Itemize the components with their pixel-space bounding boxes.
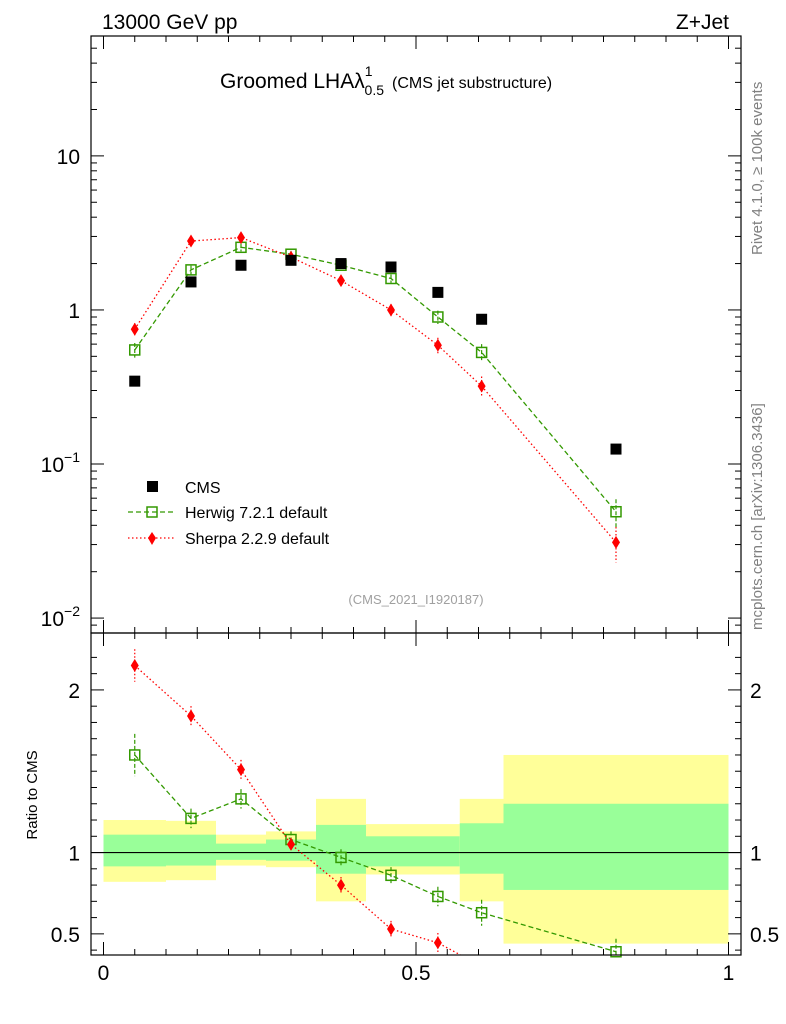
- main-ytick-label-exp: −1: [64, 449, 80, 465]
- xtick-label: 0: [98, 962, 110, 985]
- legend: CMS Herwig 7.2.1 default Sherpa 2.2.9 de…: [128, 480, 330, 548]
- legend-herwig-label: Herwig 7.2.1 default: [185, 505, 328, 522]
- main-sherpa-point: [477, 379, 486, 393]
- ratio-frame: [90, 632, 742, 956]
- main-ytick-label-base: 10: [41, 608, 64, 631]
- main-ytick-label-base: 1: [68, 300, 80, 323]
- ratio-sherpa-point: [237, 763, 245, 777]
- main-sherpa-point: [433, 338, 442, 352]
- ratio-band-inner: [503, 803, 729, 890]
- header-left: 13000 GeV pp: [102, 11, 237, 34]
- main-sherpa-point: [187, 234, 195, 248]
- side-label-top: Rivet 4.1.0, ≥ 100k events: [749, 82, 766, 255]
- ratio-sherpa-point: [433, 936, 442, 950]
- main-sherpa-line: [134, 236, 617, 543]
- ratio-herwig-point: [185, 812, 197, 825]
- main-sherpa-point: [237, 231, 245, 245]
- main-cms-point: [235, 259, 247, 271]
- main-herwig-line: [134, 246, 617, 513]
- main-herwig-point: [129, 344, 141, 356]
- main-cms-point: [129, 375, 141, 387]
- plot-title-sup: 1: [365, 63, 373, 79]
- main-cms-point: [610, 443, 622, 455]
- main-herwig-point: [475, 346, 488, 359]
- ratio-ytick-label-left: 1: [68, 843, 80, 866]
- plot-title-main: Groomed LHAλ: [220, 70, 365, 93]
- ratio-herwig-point: [235, 793, 247, 805]
- main-cms-point: [385, 261, 397, 273]
- legend-cms-label: CMS: [185, 480, 221, 497]
- main-sherpa-point: [337, 274, 345, 288]
- ratio-herwig-point: [610, 945, 622, 958]
- main-ytick-label-base: 10: [57, 146, 80, 169]
- main-ytick-label: 10: [57, 146, 80, 169]
- ratio-herwig-point: [385, 869, 397, 882]
- ratio-band-inner: [366, 836, 416, 867]
- ratio-sherpa-point: [287, 837, 295, 851]
- ratio-band-inner: [416, 836, 460, 867]
- legend-cms-marker: [147, 481, 158, 492]
- ratio-plot-area: 2 2 1 1 0.5 0.5: [51, 633, 779, 958]
- ratio-ylabel: Ratio to CMS: [24, 750, 41, 839]
- legend-sherpa-marker: [148, 532, 156, 545]
- ratio-ytick-label-left: 0.5: [51, 924, 80, 947]
- ratio-sherpa-point: [187, 709, 195, 723]
- main-cms-point: [432, 286, 444, 298]
- main-ytick-label: 10−1: [41, 449, 81, 477]
- main-cms-point: [285, 254, 297, 266]
- main-cms-point: [185, 276, 197, 288]
- main-herwig-point: [385, 272, 397, 285]
- ratio-sherpa-point: [130, 659, 139, 673]
- xtick-label: 0.5: [401, 962, 430, 985]
- main-sherpa-point: [612, 535, 620, 549]
- main-cms-point: [476, 313, 488, 325]
- ratio-herwig-point: [129, 749, 141, 761]
- legend-sherpa-label: Sherpa 2.2.9 default: [185, 531, 330, 548]
- main-ytick-label: 1: [68, 300, 80, 323]
- main-sherpa-point: [130, 322, 139, 336]
- ratio-herwig-point: [335, 851, 347, 864]
- main-ytick-label: 10−2: [41, 603, 81, 631]
- plot-title-note: (CMS jet substructure): [392, 75, 552, 92]
- main-cms-point: [335, 258, 347, 270]
- main-herwig-point: [610, 505, 622, 518]
- ratio-herwig-point: [432, 890, 444, 903]
- ratio-sherpa-point: [387, 922, 395, 936]
- plot-title: Groomed LHAλ1 0.5 (CMS jet substructure): [220, 63, 552, 98]
- ratio-band-inner: [166, 834, 216, 866]
- ratio-band-inner: [216, 843, 266, 860]
- main-ytick-label-exp: −2: [64, 603, 80, 619]
- ratio-band-inner: [103, 834, 166, 867]
- main-herwig-point: [185, 264, 197, 276]
- ratio-band-inner: [459, 823, 504, 874]
- ratio-ytick-label-right: 1: [750, 843, 762, 866]
- header-right: Z+Jet: [676, 11, 729, 34]
- ratio-ytick-label-right: 0.5: [750, 924, 779, 947]
- xtick-label: 1: [723, 962, 735, 985]
- ratio-ytick-label-right: 2: [750, 680, 762, 703]
- legend-herwig-marker: [146, 506, 158, 518]
- main-sherpa-point: [387, 303, 395, 317]
- side-label-bottom: mcplots.cern.ch [arXiv:1306.3436]: [749, 403, 766, 630]
- ratio-ytick-label-left: 2: [68, 680, 80, 703]
- main-ytick-label-base: 10: [41, 454, 64, 477]
- plot-title-sub: 0.5: [365, 82, 385, 98]
- analysis-watermark: (CMS_2021_I1920187): [348, 592, 483, 607]
- ratio-herwig-point: [475, 906, 488, 919]
- ratio-sherpa-point: [337, 878, 345, 892]
- main-herwig-point: [432, 311, 444, 323]
